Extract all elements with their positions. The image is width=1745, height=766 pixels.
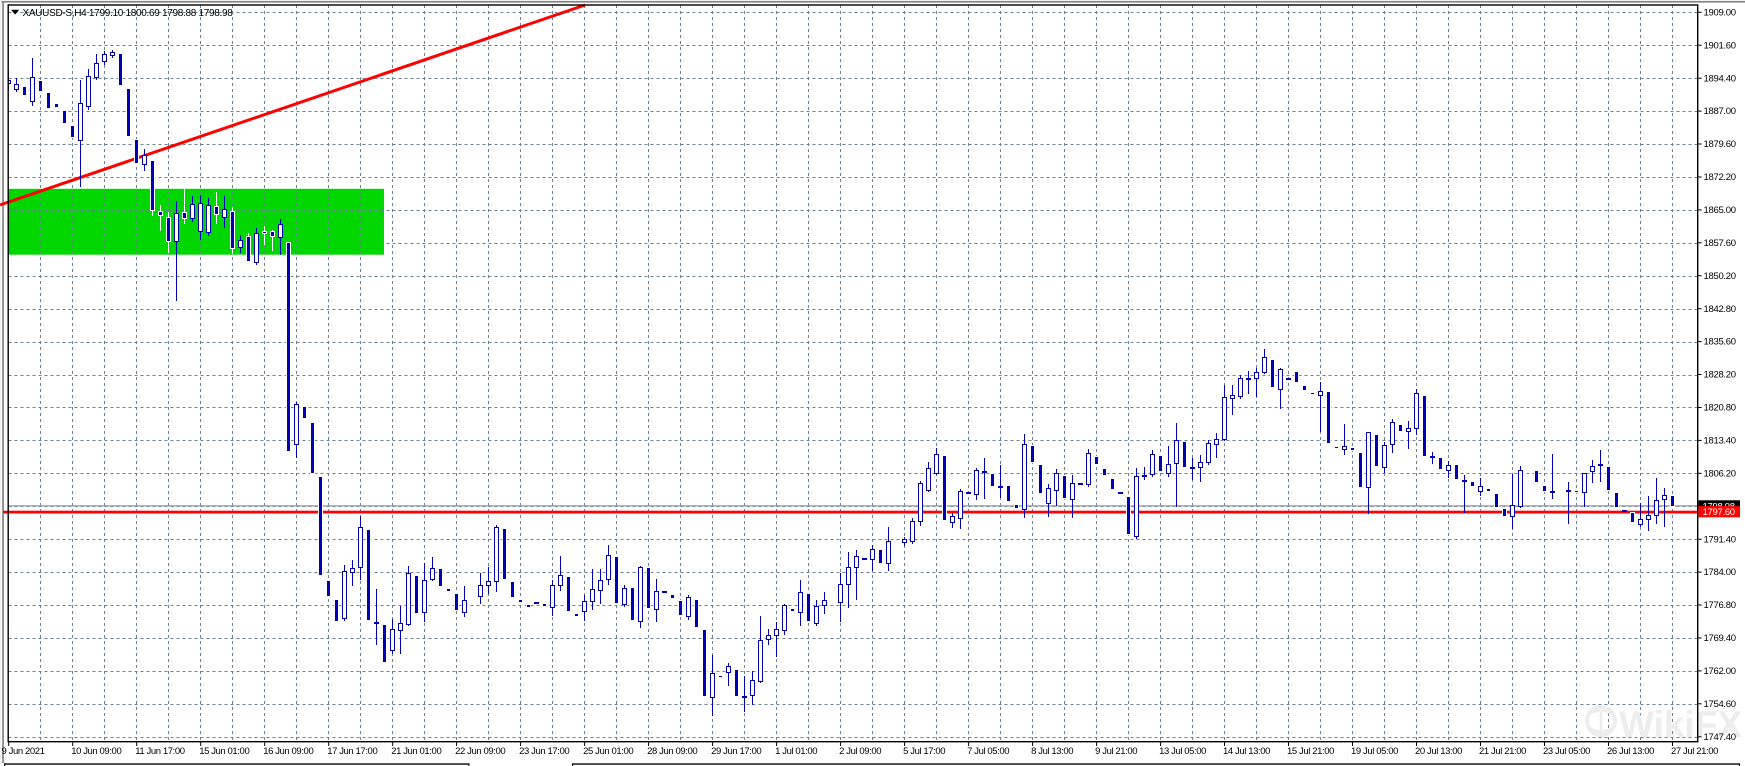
svg-text:1842.80: 1842.80	[1704, 304, 1736, 315]
svg-text:26 Jul 13:00: 26 Jul 13:00	[1607, 746, 1654, 757]
svg-text:1894.40: 1894.40	[1704, 73, 1736, 84]
svg-text:28 Jun 09:00: 28 Jun 09:00	[647, 746, 697, 757]
svg-text:XAUUSD-S,H4 1799.10 1800.69 1: XAUUSD-S,H4 1799.10 1800.69 1798.88 1798…	[23, 8, 234, 19]
svg-text:9 Jul 21:00: 9 Jul 21:00	[1095, 746, 1137, 757]
svg-text:1850.20: 1850.20	[1704, 271, 1736, 282]
svg-text:1806.20: 1806.20	[1704, 468, 1736, 479]
svg-text:19 Jul 05:00: 19 Jul 05:00	[1351, 746, 1398, 757]
svg-text:1872.20: 1872.20	[1704, 172, 1736, 183]
svg-text:15 Jun 01:00: 15 Jun 01:00	[199, 746, 249, 757]
svg-text:27 Jul 21:00: 27 Jul 21:00	[1671, 746, 1718, 757]
svg-text:1865.00: 1865.00	[1704, 205, 1736, 216]
svg-text:11 Jun 17:00: 11 Jun 17:00	[135, 746, 185, 757]
svg-text:1 Jul 01:00: 1 Jul 01:00	[775, 746, 817, 757]
svg-text:1901.60: 1901.60	[1704, 40, 1736, 51]
svg-text:21 Jul 21:00: 21 Jul 21:00	[1479, 746, 1526, 757]
svg-text:25 Jun 01:00: 25 Jun 01:00	[583, 746, 633, 757]
svg-text:1879.60: 1879.60	[1704, 139, 1736, 150]
svg-text:15 Jul 21:00: 15 Jul 21:00	[1287, 746, 1334, 757]
svg-text:1813.40: 1813.40	[1704, 436, 1736, 447]
svg-text:1754.60: 1754.60	[1704, 699, 1736, 710]
svg-text:20 Jul 13:00: 20 Jul 13:00	[1415, 746, 1462, 757]
svg-text:17 Jun 17:00: 17 Jun 17:00	[327, 746, 377, 757]
svg-text:1887.00: 1887.00	[1704, 106, 1736, 117]
svg-text:1820.80: 1820.80	[1704, 403, 1736, 414]
svg-text:7 Jul 05:00: 7 Jul 05:00	[967, 746, 1009, 757]
svg-text:23 Jun 17:00: 23 Jun 17:00	[519, 746, 569, 757]
svg-text:10 Jun 09:00: 10 Jun 09:00	[71, 746, 121, 757]
svg-text:1762.00: 1762.00	[1704, 666, 1736, 677]
svg-text:1747.40: 1747.40	[1704, 732, 1736, 743]
svg-text:1776.80: 1776.80	[1704, 600, 1736, 611]
svg-text:1797.60: 1797.60	[1703, 507, 1735, 518]
svg-text:2 Jul 09:00: 2 Jul 09:00	[839, 746, 881, 757]
svg-text:9 Jun 2021: 9 Jun 2021	[2, 746, 45, 757]
svg-text:1909.00: 1909.00	[1704, 7, 1736, 18]
svg-text:1791.40: 1791.40	[1704, 534, 1736, 545]
svg-text:1857.60: 1857.60	[1704, 238, 1736, 249]
svg-text:1769.40: 1769.40	[1704, 633, 1736, 644]
svg-text:23 Jul 05:00: 23 Jul 05:00	[1543, 746, 1590, 757]
svg-text:1835.60: 1835.60	[1704, 337, 1736, 348]
svg-text:29 Jun 17:00: 29 Jun 17:00	[711, 746, 761, 757]
svg-text:13 Jul 05:00: 13 Jul 05:00	[1159, 746, 1206, 757]
svg-text:5 Jul 17:00: 5 Jul 17:00	[903, 746, 945, 757]
svg-text:22 Jun 09:00: 22 Jun 09:00	[455, 746, 505, 757]
svg-text:1828.20: 1828.20	[1704, 370, 1736, 381]
svg-text:8 Jul 13:00: 8 Jul 13:00	[1031, 746, 1073, 757]
svg-text:14 Jul 13:00: 14 Jul 13:00	[1223, 746, 1270, 757]
svg-text:1784.00: 1784.00	[1704, 567, 1736, 578]
svg-text:16 Jun 09:00: 16 Jun 09:00	[263, 746, 313, 757]
svg-text:21 Jun 01:00: 21 Jun 01:00	[391, 746, 441, 757]
svg-text:WikiFX: WikiFX	[1619, 704, 1742, 745]
